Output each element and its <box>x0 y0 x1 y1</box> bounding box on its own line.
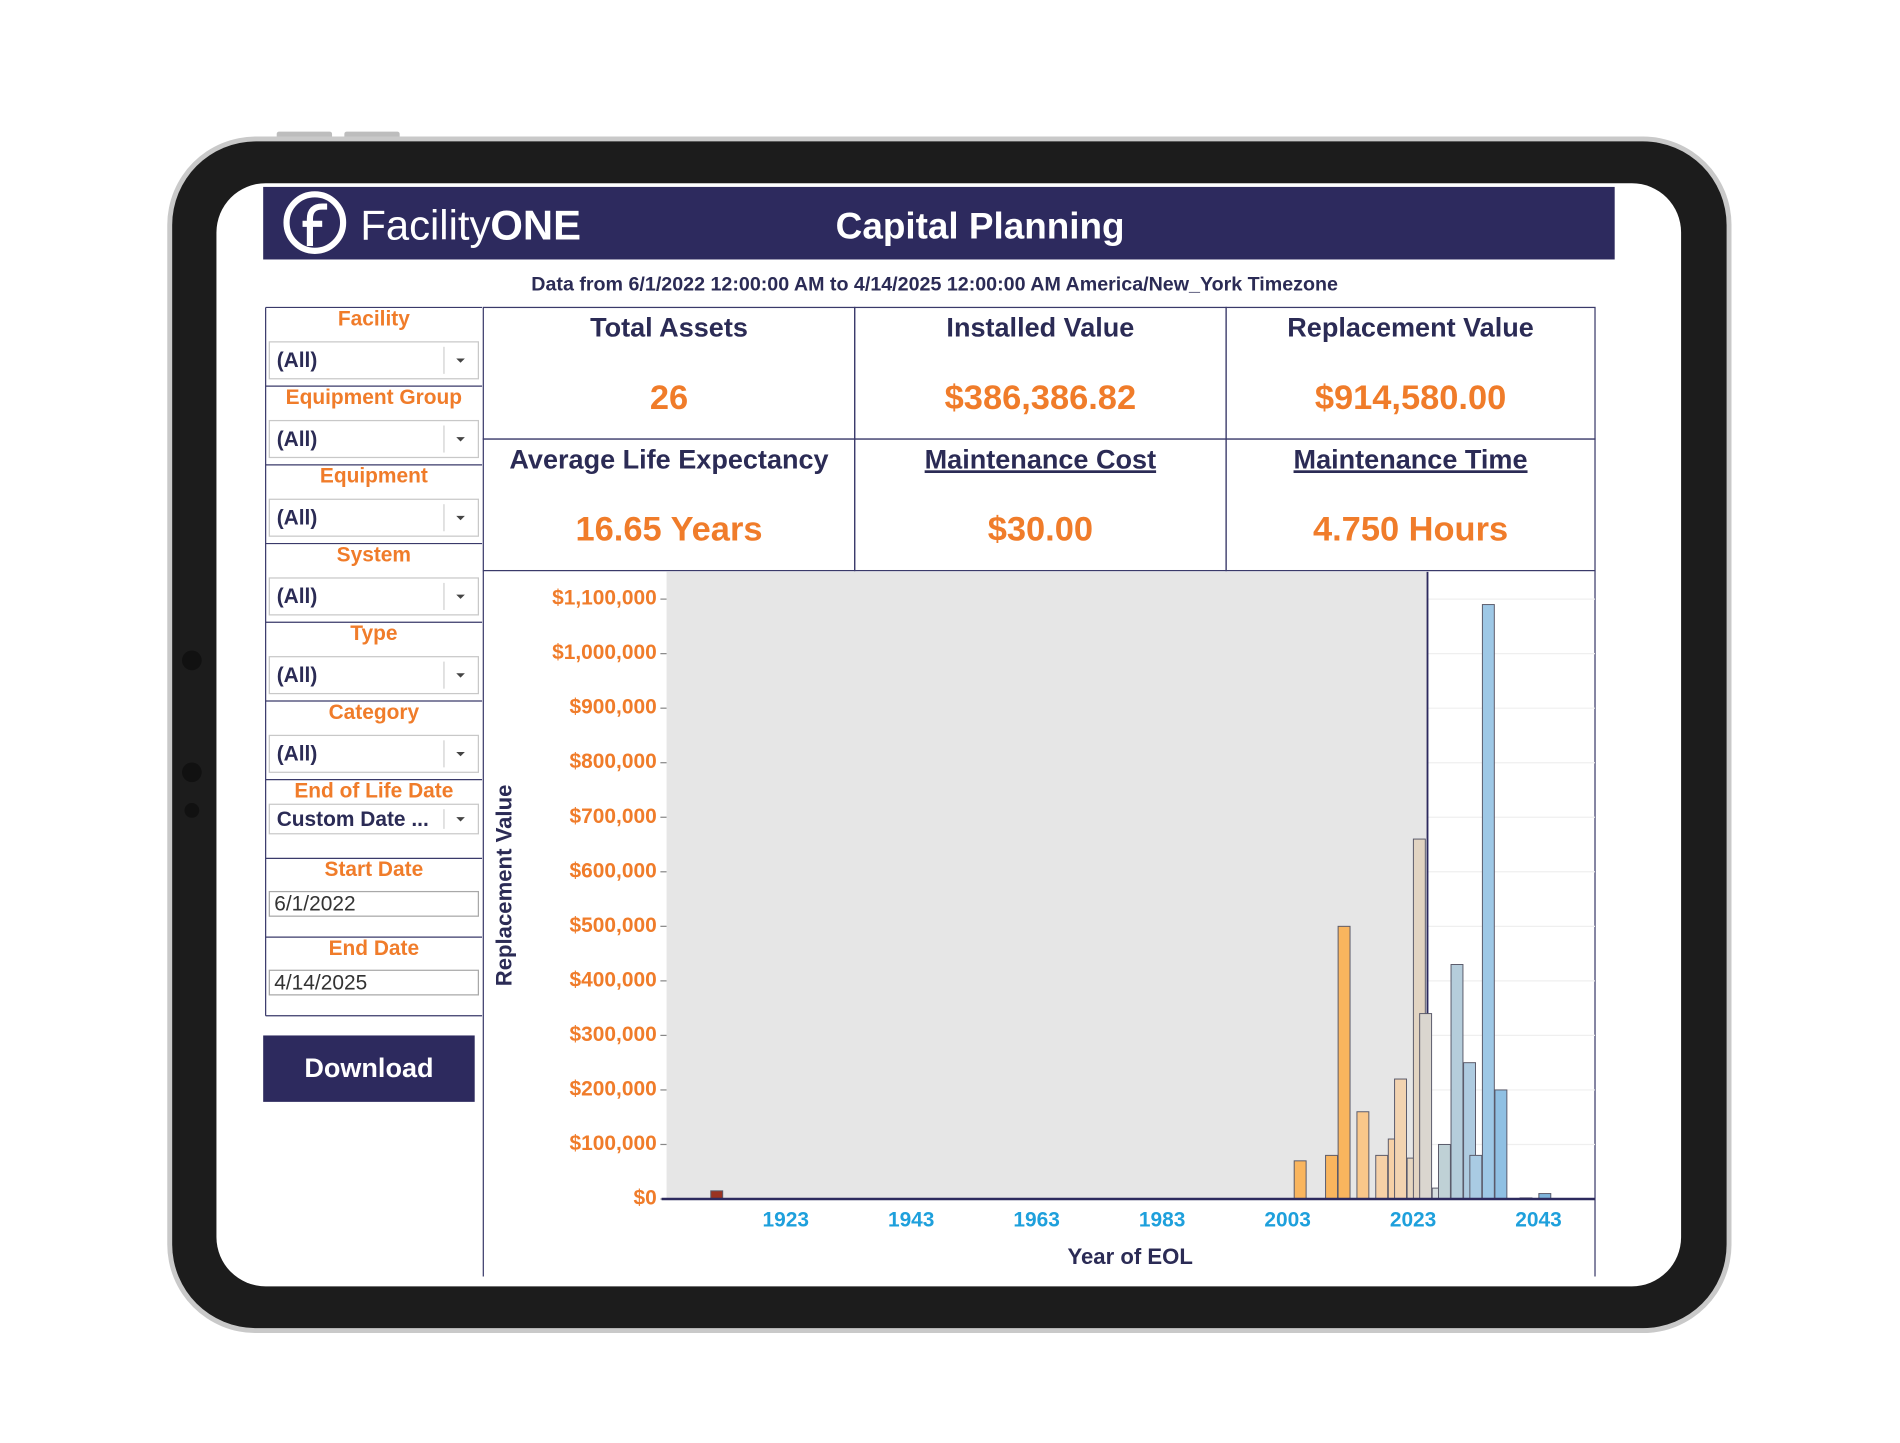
filter-dropdown[interactable]: Custom Date ... <box>268 803 480 835</box>
dropdown-value: Custom Date ... <box>277 808 429 831</box>
logo-icon <box>302 203 328 246</box>
y-tick-label: $500,000 <box>570 914 657 937</box>
y-tick-label: $900,000 <box>570 696 657 719</box>
device-camera <box>182 650 202 671</box>
kpi-value: $30.00 <box>988 510 1093 548</box>
filter-dropdown[interactable]: (All) <box>268 734 480 773</box>
x-axis-title: Year of EOL <box>1067 1244 1192 1269</box>
dropdown-value: (All) <box>277 585 318 608</box>
bar <box>1494 1089 1508 1200</box>
dropdown-arrow <box>456 358 465 363</box>
filter-label: End of Life Date <box>294 779 453 802</box>
bar <box>1375 1154 1389 1200</box>
input-value: 6/1/2022 <box>274 893 355 916</box>
x-tick-label: 1943 <box>888 1209 934 1232</box>
y-tick-label: $800,000 <box>570 750 657 773</box>
bar <box>1469 1154 1483 1200</box>
page-title: Capital Planning <box>836 205 1125 246</box>
button-bg[interactable] <box>263 1035 475 1102</box>
y-tick-label: $1,100,000 <box>552 587 657 610</box>
kpi-title: Installed Value <box>946 313 1134 343</box>
filter-dropdown[interactable]: (All) <box>268 656 480 695</box>
kpi-title: Average Life Expectancy <box>509 444 828 474</box>
filter-label: Type <box>350 622 397 645</box>
x-tick-label: 1923 <box>762 1209 808 1232</box>
content: Facility(All)Equipment Group(All)Equipme… <box>263 306 1596 1277</box>
y-tick-label: $300,000 <box>570 1023 657 1046</box>
bar <box>1419 1013 1433 1200</box>
device-sensor <box>184 803 200 818</box>
kpi-title[interactable]: Maintenance Cost <box>925 444 1156 474</box>
filter-label: Facility <box>338 307 410 330</box>
filter-dropdown[interactable]: (All) <box>268 498 480 537</box>
input-box[interactable] <box>268 890 480 917</box>
bar <box>1450 964 1464 1200</box>
filter-dropdown[interactable]: (All) <box>268 341 480 380</box>
date-input[interactable]: 6/1/2022 <box>268 890 480 917</box>
brand-bold: ONE <box>490 202 581 249</box>
x-tick-label: 2023 <box>1390 1209 1436 1232</box>
input-box[interactable] <box>268 969 480 996</box>
kpi-value: 16.65 Years <box>576 510 763 548</box>
dropdown-arrow <box>456 817 465 822</box>
y-tick-label: $600,000 <box>570 859 657 882</box>
bar <box>1337 925 1351 1200</box>
y-tick-label: $100,000 <box>570 1132 657 1155</box>
bar <box>1437 1143 1451 1200</box>
y-axis-title: Replacement Value <box>491 785 516 987</box>
filter-label: Equipment <box>320 465 428 488</box>
header-bar <box>263 186 1615 260</box>
x-tick-label: 2043 <box>1515 1209 1561 1232</box>
brand: FacilityONE <box>360 202 581 249</box>
filter-dropdown[interactable]: (All) <box>268 577 480 616</box>
kpi-value: $386,386.82 <box>945 379 1136 417</box>
input-value: 4/14/2025 <box>274 971 367 994</box>
kpi-value: $914,580.00 <box>1315 379 1506 417</box>
filter-label: Start Date <box>325 858 424 881</box>
dropdown-arrow <box>456 515 465 521</box>
y-tick-label: $400,000 <box>570 968 657 991</box>
date-range: Data from 6/1/2022 12:00:00 AM to 4/14/2… <box>531 274 1338 296</box>
dropdown-value: (All) <box>277 506 318 529</box>
date-input[interactable]: 4/14/2025 <box>268 969 480 996</box>
filter-label: Equipment Group <box>286 386 462 409</box>
y-tick-label: $200,000 <box>570 1077 657 1100</box>
bar <box>1356 1111 1370 1200</box>
device-sensor <box>182 762 202 783</box>
x-tick-label: 1963 <box>1013 1209 1059 1232</box>
kpi-title: Total Assets <box>590 313 748 343</box>
filter-label: Category <box>329 701 420 724</box>
filter-label: End Date <box>329 937 420 960</box>
dropdown-value: (All) <box>277 743 318 766</box>
kpi-title[interactable]: Maintenance Time <box>1294 444 1528 474</box>
logo-icon <box>283 191 347 254</box>
filter-label: System <box>337 543 411 566</box>
dropdown-arrow <box>456 751 465 757</box>
past-region <box>666 571 1428 1200</box>
x-tick-label: 1983 <box>1139 1209 1185 1232</box>
y-tick-label: $0 <box>633 1187 656 1210</box>
download-button[interactable]: Download <box>263 1035 475 1102</box>
dropdown-arrow <box>456 673 465 678</box>
button-label: Download <box>304 1053 433 1083</box>
dropdown-value: (All) <box>277 428 318 451</box>
kpi-cell <box>1225 438 1596 572</box>
kpi-value: 26 <box>650 379 688 417</box>
dropdown-value: (All) <box>277 664 318 687</box>
bar <box>1293 1160 1307 1200</box>
kpi-title: Replacement Value <box>1287 313 1534 343</box>
y-tick-label: $1,000,000 <box>552 641 657 664</box>
bar <box>1325 1154 1338 1200</box>
kpi-value: 4.750 Hours <box>1313 510 1508 548</box>
brand-light: Facility <box>360 202 490 249</box>
y-tick-label: $700,000 <box>570 805 657 828</box>
dropdown-value: (All) <box>277 349 318 372</box>
bar <box>1481 604 1495 1200</box>
bar <box>1394 1078 1407 1200</box>
filter-dropdown[interactable]: (All) <box>268 419 480 459</box>
dropdown-arrow <box>456 594 465 599</box>
dropdown-arrow <box>456 437 465 442</box>
x-tick-label: 2003 <box>1264 1209 1310 1232</box>
